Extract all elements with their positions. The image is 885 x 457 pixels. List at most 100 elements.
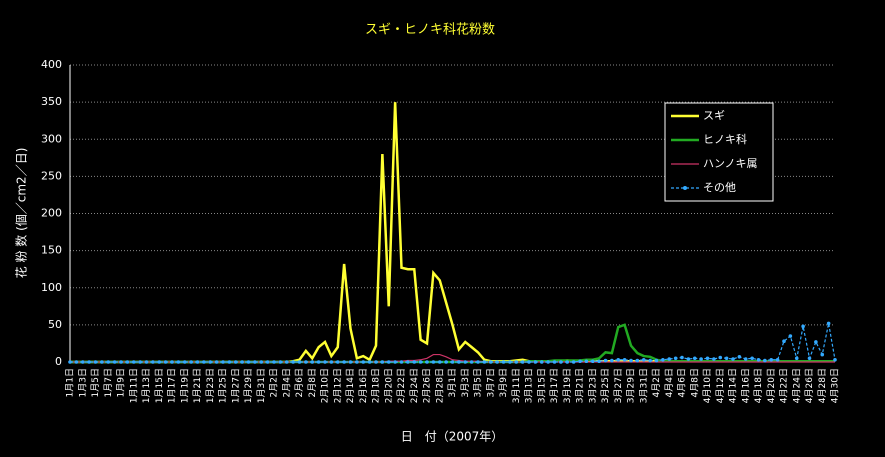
series-marker	[125, 360, 130, 364]
x-tick-label: 2月20日	[383, 368, 394, 403]
x-tick-label: 4月20日	[766, 368, 777, 403]
y-tick-label: 150	[41, 244, 62, 257]
series-marker	[724, 356, 729, 361]
series-marker	[476, 360, 480, 364]
series-marker	[495, 360, 499, 364]
series-marker	[533, 360, 538, 364]
x-tick-label: 2月24日	[409, 368, 420, 403]
series-marker	[374, 360, 378, 364]
y-tick-label: 350	[41, 95, 62, 108]
series-marker	[584, 359, 589, 364]
series-marker	[221, 360, 225, 364]
series-marker	[151, 360, 155, 364]
legend-label: スギ	[703, 109, 725, 122]
x-tick-label: 4月2日	[651, 368, 662, 397]
x-axis-label: 日 付（2007年）	[401, 430, 504, 444]
x-tick-label: 3月3日	[460, 368, 471, 397]
series-marker	[737, 355, 742, 359]
series-marker	[253, 360, 257, 364]
x-tick-label: 3月19日	[562, 368, 573, 403]
series-marker	[763, 358, 767, 363]
series-marker	[342, 360, 346, 364]
series-marker	[176, 360, 181, 364]
x-tick-label: 1月27日	[230, 368, 241, 403]
series-marker	[788, 334, 793, 338]
series-marker	[412, 360, 417, 364]
x-tick-label: 2月10日	[320, 368, 331, 403]
series-marker	[163, 360, 168, 364]
x-tick-label: 4月6日	[677, 368, 688, 397]
legend-label: ヒノキ科	[703, 132, 747, 146]
x-tick-label: 3月21日	[575, 368, 586, 403]
series-marker	[131, 360, 136, 364]
series-marker	[814, 340, 818, 344]
y-axis-label: 花 粉 数 (個／cm2／日)	[14, 148, 29, 279]
x-tick-label: 3月13日	[524, 368, 535, 403]
series-marker	[310, 360, 315, 364]
series-marker	[463, 360, 468, 364]
series-marker	[284, 360, 289, 364]
series-marker	[406, 360, 410, 364]
x-tick-label: 4月28日	[817, 368, 828, 403]
series-marker	[782, 339, 786, 344]
x-tick-label: 3月23日	[587, 368, 598, 403]
x-tick-label: 4月8日	[689, 368, 700, 397]
x-tick-label: 4月26日	[804, 368, 815, 403]
x-tick-label: 1月1日	[65, 368, 76, 397]
series-marker	[457, 360, 461, 364]
x-tick-label: 3月29日	[626, 368, 637, 403]
x-tick-label: 1月23日	[205, 368, 216, 403]
series-marker	[775, 357, 780, 362]
x-tick-label: 2月14日	[345, 368, 356, 403]
series-marker	[801, 324, 805, 329]
series-marker	[661, 357, 665, 362]
y-tick-label: 100	[41, 281, 62, 294]
series-marker	[820, 352, 825, 357]
series-marker	[361, 360, 366, 364]
legend-marker	[683, 186, 687, 190]
x-tick-label: 4月10日	[702, 368, 713, 403]
series-marker	[673, 356, 678, 361]
series-marker	[380, 360, 385, 364]
x-tick-label: 1月17日	[167, 368, 178, 403]
x-tick-label: 3月27日	[613, 368, 624, 403]
x-tick-label: 2月18日	[371, 368, 382, 403]
series-marker	[119, 360, 123, 364]
series-marker	[265, 360, 270, 364]
series-marker	[418, 360, 423, 364]
series-marker	[731, 357, 735, 361]
series-marker	[272, 360, 276, 364]
series-marker	[202, 360, 206, 364]
series-marker	[469, 360, 474, 364]
series-marker	[246, 360, 251, 364]
series-marker	[182, 360, 187, 364]
series-marker	[769, 357, 774, 362]
series-marker	[641, 357, 646, 362]
series-marker	[833, 357, 837, 362]
series-marker	[794, 356, 799, 361]
x-tick-label: 3月25日	[600, 368, 611, 403]
series-marker	[508, 360, 512, 364]
series-marker	[291, 360, 295, 364]
y-tick-label: 200	[41, 207, 62, 220]
series-marker	[648, 358, 652, 363]
series-marker	[74, 360, 79, 364]
x-tick-label: 2月4日	[281, 368, 292, 397]
series-marker	[743, 357, 748, 361]
series-marker	[323, 360, 327, 364]
series-marker	[278, 360, 283, 364]
x-tick-label: 2月12日	[332, 368, 343, 403]
series-marker	[622, 357, 627, 362]
series-marker	[597, 359, 601, 364]
series-marker	[80, 360, 85, 364]
series-marker	[546, 360, 550, 364]
series-marker	[667, 357, 672, 361]
y-tick-label: 50	[48, 318, 62, 331]
y-tick-label: 0	[55, 355, 62, 368]
series-marker	[527, 360, 531, 364]
series-marker	[170, 360, 174, 364]
series-marker	[756, 357, 761, 362]
series-marker	[629, 358, 633, 363]
series-marker	[399, 360, 404, 364]
